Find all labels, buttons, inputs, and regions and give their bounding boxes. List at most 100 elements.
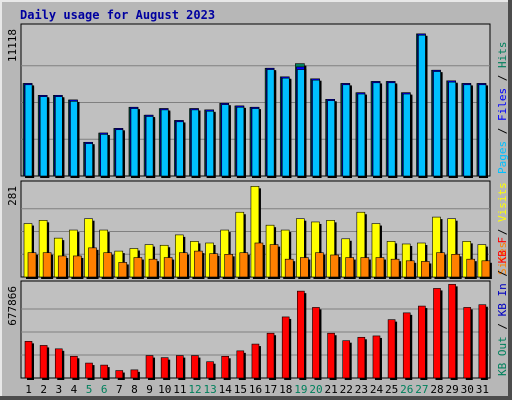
legend-bottom: KB Out / KB In / KB F	[496, 237, 509, 376]
pages-bar	[24, 84, 33, 177]
sites-bar	[375, 257, 385, 278]
day-label: 19	[294, 383, 307, 396]
sites-bar	[178, 252, 188, 278]
day-label: 10	[158, 383, 171, 396]
day-label: 11	[173, 383, 186, 396]
kbf-bar	[478, 304, 487, 379]
pages-bar	[85, 143, 93, 177]
sites-bar	[57, 255, 67, 278]
pages-bar	[70, 100, 78, 177]
kbf-bar	[433, 288, 441, 379]
sites-bar	[194, 250, 203, 278]
day-label: 2	[40, 383, 47, 396]
day-label: 15	[234, 383, 247, 396]
kbf-bar	[372, 335, 381, 379]
day-label: 18	[279, 383, 292, 396]
day-label: 29	[446, 383, 459, 396]
sites-bar	[345, 257, 355, 278]
pages-bar	[206, 110, 214, 177]
kbf-bar	[145, 355, 154, 379]
kbf-bar	[54, 348, 63, 379]
sites-bar	[254, 242, 264, 278]
sites-bar	[73, 255, 82, 278]
kbf-bar	[448, 284, 456, 379]
day-label: 9	[146, 383, 153, 396]
pages-bar	[176, 121, 184, 177]
day-label: 17	[264, 383, 277, 396]
sites-bar	[27, 252, 37, 278]
day-label: 28	[430, 383, 443, 396]
day-label: 8	[131, 383, 138, 396]
day-label: 14	[219, 383, 233, 396]
sites-bar	[118, 262, 128, 278]
sites-bar	[315, 252, 324, 278]
sites-bar	[284, 258, 294, 278]
kbf-bar	[387, 319, 396, 379]
legend-sites: Sites	[496, 242, 509, 275]
pages-bar	[342, 84, 351, 177]
sites-bar	[300, 257, 309, 278]
pages-bar	[39, 96, 48, 177]
kbf-bar	[312, 307, 320, 379]
day-label: 27	[415, 383, 428, 396]
day-label: 6	[101, 383, 108, 396]
sites-bar	[436, 252, 445, 278]
kbf-bar	[236, 350, 245, 379]
kbf-bar	[206, 361, 214, 379]
legend-files: Files	[496, 88, 509, 121]
sites-bar	[481, 260, 491, 278]
kbf-bar	[191, 355, 199, 379]
day-label: 1	[25, 383, 32, 396]
legend-kb-out: KB Out	[496, 336, 509, 376]
kbf-bar	[221, 355, 229, 379]
day-label: 4	[71, 383, 78, 396]
legend-kb-f: KB F	[496, 237, 509, 264]
pages-bar	[372, 82, 381, 177]
day-label: 16	[249, 383, 262, 396]
legend-separator: /	[496, 121, 509, 141]
day-label: 30	[461, 383, 474, 396]
kbf-bar	[39, 345, 48, 379]
sites-bar	[269, 244, 279, 278]
kbf-bar	[357, 336, 366, 379]
day-label: 3	[56, 383, 63, 396]
legend-separator: /	[496, 68, 509, 88]
day-label: 7	[116, 383, 123, 396]
kbf-bar	[130, 369, 139, 379]
legend-separator: /	[496, 263, 509, 283]
pages-bar	[115, 129, 124, 177]
day-label: 12	[188, 383, 201, 396]
sites-bar	[239, 252, 249, 278]
legend-visits: Visits	[496, 182, 509, 222]
chart-title: Daily usage for August 2023	[20, 8, 216, 22]
pages-bar	[418, 34, 426, 177]
kbf-bar	[175, 355, 184, 379]
kbf-bar	[327, 332, 335, 379]
legend-middle: Sites / Visits	[496, 182, 509, 275]
kbf-bar	[115, 370, 124, 379]
sites-bar	[163, 257, 173, 278]
pages-bar	[236, 106, 245, 177]
sites-bar	[405, 260, 415, 278]
sites-bar	[360, 257, 370, 278]
pages-bar	[357, 93, 366, 177]
legend-top: Pages / Files / Hits	[496, 42, 509, 175]
sites-bar	[103, 252, 112, 278]
sites-bar	[133, 257, 143, 278]
pages-bar	[160, 109, 169, 177]
legend-separator: /	[496, 316, 509, 336]
kbf-bar	[281, 316, 290, 379]
sites-bar	[330, 254, 339, 278]
pages-bar	[312, 79, 320, 177]
pages-bar	[478, 84, 487, 177]
kbf-bar	[100, 364, 108, 379]
legend-hits: Hits	[496, 42, 509, 69]
kbf-bar	[297, 290, 305, 379]
day-label: 21	[325, 383, 338, 396]
pages-bar	[402, 93, 411, 177]
kbf-bar	[160, 357, 169, 379]
day-label: 26	[400, 383, 413, 396]
day-label: 13	[203, 383, 216, 396]
kbf-bar	[342, 340, 351, 379]
